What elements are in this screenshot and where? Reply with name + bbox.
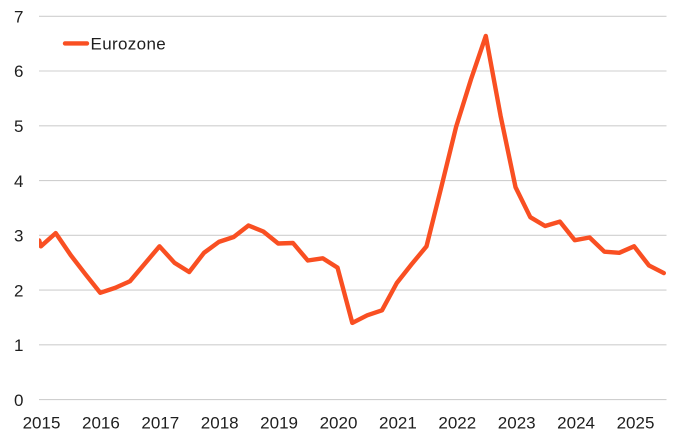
svg-text:4: 4 <box>14 172 23 191</box>
svg-text:2021: 2021 <box>379 414 417 433</box>
svg-text:2023: 2023 <box>498 414 536 433</box>
svg-text:2020: 2020 <box>320 414 358 433</box>
svg-text:2022: 2022 <box>438 414 476 433</box>
svg-text:Eurozone: Eurozone <box>91 35 167 54</box>
svg-text:2017: 2017 <box>141 414 179 433</box>
svg-text:7: 7 <box>14 8 23 27</box>
svg-text:1: 1 <box>14 336 23 355</box>
svg-text:6: 6 <box>14 62 23 81</box>
svg-text:2: 2 <box>14 281 23 300</box>
svg-text:2024: 2024 <box>557 414 595 433</box>
svg-text:2018: 2018 <box>201 414 239 433</box>
svg-text:2019: 2019 <box>260 414 298 433</box>
svg-text:2016: 2016 <box>82 414 120 433</box>
svg-text:3: 3 <box>14 227 23 246</box>
svg-text:2025: 2025 <box>617 414 655 433</box>
svg-text:0: 0 <box>14 391 23 410</box>
svg-text:5: 5 <box>14 117 23 136</box>
svg-text:2015: 2015 <box>23 414 61 433</box>
